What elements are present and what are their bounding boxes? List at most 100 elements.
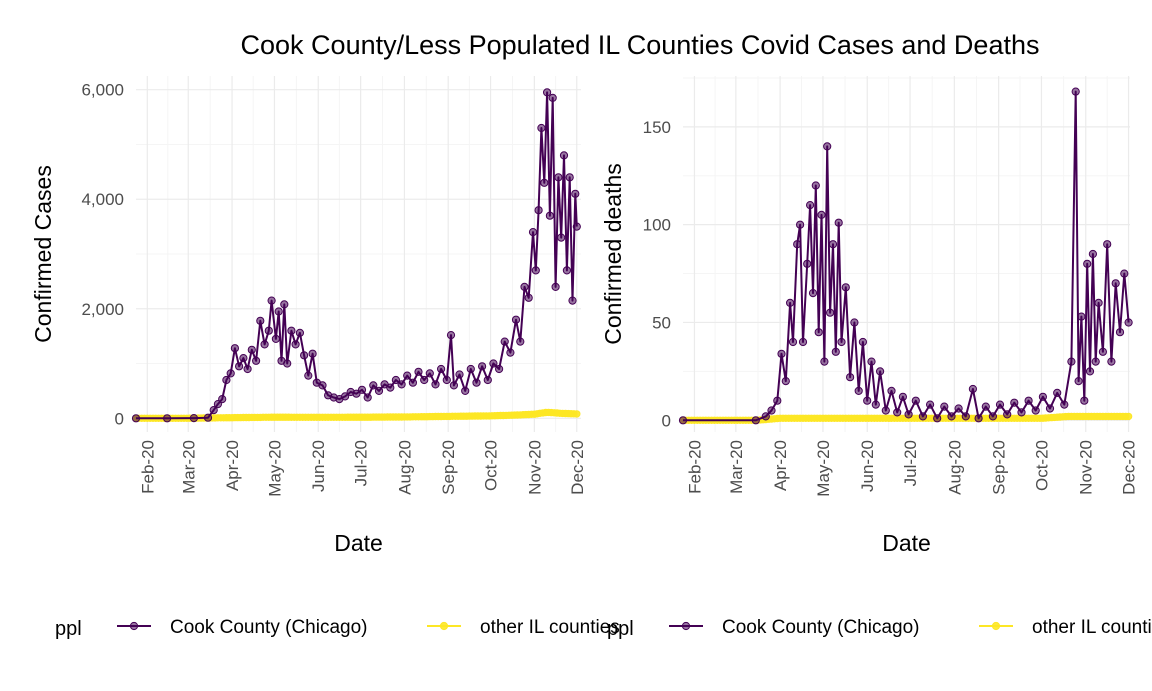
- data-point: [543, 88, 552, 97]
- data-point: [751, 416, 760, 425]
- data-point: [495, 364, 504, 374]
- data-point: [826, 308, 835, 317]
- data-point: [1060, 400, 1069, 409]
- data-point: [828, 240, 838, 249]
- data-point: [837, 337, 846, 347]
- data-point: [823, 142, 832, 151]
- legend-1: ppl Cook County (Chicago) other IL countie…: [55, 617, 620, 640]
- data-point: [403, 371, 412, 380]
- data-point: [446, 331, 456, 340]
- data-point: [803, 259, 812, 268]
- y-tick-label: 100: [643, 216, 671, 235]
- data-point: [239, 354, 248, 363]
- data-point: [1111, 279, 1120, 288]
- data-point: [386, 383, 395, 392]
- data-point: [786, 298, 795, 307]
- data-point: [271, 334, 280, 343]
- data-point: [226, 369, 235, 378]
- data-point: [1085, 367, 1095, 376]
- data-point: [1017, 408, 1026, 417]
- data-point: [203, 413, 213, 422]
- data-point: [995, 400, 1005, 409]
- data-point: [1094, 298, 1103, 307]
- x-tick-label: Jul-20: [352, 440, 371, 486]
- x-tick-label: Feb-20: [685, 440, 704, 494]
- chart-legends: ppl Cook County (Chicago) other IL countie…: [55, 617, 1152, 640]
- x-tick-label: Mar-20: [179, 440, 198, 494]
- data-point: [968, 384, 978, 394]
- data-point: [1115, 328, 1125, 337]
- data-point: [420, 375, 429, 385]
- legend-entry: other IL counties: [979, 617, 1152, 638]
- series-line: [683, 90, 1130, 422]
- data-point: [678, 416, 688, 425]
- data-point: [1103, 240, 1112, 249]
- data-point: [918, 412, 928, 421]
- x-tick-label: Jul-20: [901, 440, 920, 486]
- data-point: [414, 367, 423, 376]
- data-point: [850, 318, 859, 327]
- data-point: [876, 367, 885, 376]
- data-point: [863, 396, 872, 405]
- data-point: [1024, 396, 1033, 405]
- data-point: [478, 362, 487, 371]
- data-point: [431, 380, 440, 389]
- data-point: [287, 326, 296, 335]
- data-point: [235, 362, 244, 371]
- chart-title: Cook County/Less Populated IL Counties C…: [241, 30, 1040, 60]
- legend-label: Cook County (Chicago): [722, 617, 919, 638]
- data-point: [858, 337, 868, 347]
- data-point: [291, 340, 300, 349]
- data-point: [572, 222, 581, 231]
- data-point: [520, 282, 529, 291]
- data-point: [280, 300, 289, 309]
- data-point: [506, 348, 515, 357]
- data-point: [209, 406, 218, 415]
- y-tick-label: 0: [115, 409, 124, 428]
- series-line: [136, 91, 578, 420]
- data-point: [500, 337, 509, 346]
- legend-label: other IL counties: [1032, 617, 1152, 638]
- data-point: [461, 386, 470, 395]
- data-point: [369, 381, 378, 390]
- data-point: [940, 402, 949, 411]
- data-point: [267, 296, 276, 305]
- y-axis-title: Confirmed Cases: [30, 165, 56, 343]
- data-point: [455, 370, 464, 379]
- legend-label: other IL counties: [480, 617, 620, 638]
- data-point: [1124, 412, 1133, 421]
- data-point: [954, 404, 963, 413]
- data-point: [867, 357, 876, 366]
- x-tick-label: Jun-20: [309, 440, 328, 492]
- x-tick-label: Aug-20: [945, 440, 964, 495]
- data-point: [283, 359, 292, 368]
- x-tick-label: Oct-20: [482, 440, 501, 491]
- data-point: [483, 375, 492, 385]
- data-point: [408, 378, 417, 387]
- data-point: [854, 386, 863, 395]
- data-point: [796, 220, 805, 229]
- data-point: [559, 151, 569, 160]
- data-point: [374, 386, 384, 395]
- series-cook-county: [131, 88, 581, 423]
- data-point: [806, 201, 815, 210]
- data-point: [871, 400, 880, 409]
- x-tick-label: Nov-20: [525, 440, 544, 495]
- data-point: [811, 181, 820, 190]
- legend-title: ppl: [55, 618, 82, 640]
- data-point: [397, 380, 406, 389]
- data-point: [562, 266, 572, 275]
- data-point: [814, 328, 823, 337]
- data-point: [841, 283, 850, 292]
- data-point: [926, 400, 935, 409]
- data-point: [300, 351, 309, 360]
- data-point: [981, 402, 990, 411]
- data-point: [1083, 259, 1092, 268]
- x-tick-label: Jun-20: [858, 440, 877, 492]
- data-point: [834, 218, 843, 227]
- y-tick-label: 0: [662, 411, 671, 430]
- legend-entry: Cook County (Chicago): [117, 617, 367, 638]
- legend-label: Cook County (Chicago): [170, 617, 367, 638]
- data-point: [974, 414, 983, 423]
- x-tick-label: Aug-20: [395, 440, 414, 495]
